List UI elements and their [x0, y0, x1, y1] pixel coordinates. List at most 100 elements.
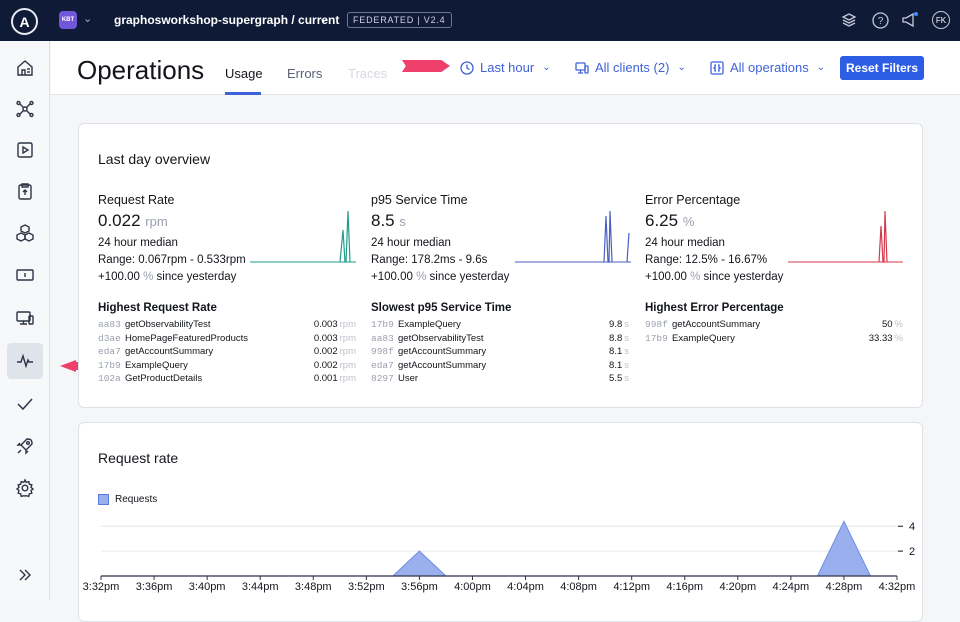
overview-card [78, 123, 923, 408]
x-tick-label: 4:04pm [507, 581, 544, 593]
metric-request-rate: Request Rate 0.022 rpm 24 hour median Ra… [98, 193, 358, 286]
metric-change-suffix: since yesterday [156, 271, 237, 283]
home-icon [17, 60, 33, 76]
check-icon [17, 398, 33, 411]
reset-filters-button[interactable]: Reset Filters [840, 56, 924, 80]
metric-change-unit: % [143, 271, 154, 283]
tab-usage[interactable]: Usage [225, 66, 263, 81]
operation-id: eda7 [371, 359, 394, 371]
cubes-icon [16, 224, 34, 242]
list-item[interactable]: 102a GetProductDetails 0.001 rpm [98, 372, 356, 386]
sidebar-item-checks[interactable] [7, 386, 43, 422]
operation-name: getAccountSummary [125, 346, 214, 357]
page-title: Operations [77, 55, 205, 85]
federation-badge: FEDERATED | V2.4 [347, 12, 452, 28]
sidebar-item-contracts[interactable] [7, 257, 43, 293]
graph-name[interactable]: graphosworkshop-supergraph / current [114, 13, 340, 27]
chart-legend[interactable]: Requests [98, 494, 157, 505]
list-item[interactable]: d3ae HomePageFeaturedProducts 0.003 rpm [98, 332, 356, 346]
chevron-down-icon: ⌄ [816, 62, 826, 73]
list-item[interactable]: eda7 getAccountSummary 0.002 rpm [98, 345, 356, 359]
operation-value: 33.33 [868, 332, 893, 344]
graph-chevron-down-icon[interactable]: ⌄ [319, 13, 329, 25]
announcements-icon[interactable] [901, 11, 919, 29]
x-tick-label: 3:52pm [348, 581, 385, 593]
operations-filter[interactable]: All operations ⌄ [710, 60, 825, 75]
operation-name: GetProductDetails [125, 373, 203, 384]
list-item[interactable]: 998f getAccountSummary 50% [645, 318, 903, 332]
clients-filter[interactable]: All clients (2) ⌄ [575, 60, 686, 75]
list-item[interactable]: 17b9 ExampleQuery 0.002 rpm [98, 359, 356, 373]
operation-name: ExampleQuery [398, 319, 461, 330]
sidebar-expand-button[interactable] [7, 557, 43, 593]
highest-error-percentage-list: Highest Error Percentage 998f getAccountS… [645, 302, 903, 345]
value-unit: % [894, 319, 903, 330]
x-tick-label: 3:40pm [189, 581, 226, 593]
value-unit: % [894, 332, 903, 344]
org-badge[interactable]: KBT [59, 11, 77, 29]
chevron-down-icon: ⌄ [542, 62, 551, 73]
operation-id: 998f [645, 319, 668, 330]
sidebar-item-home[interactable] [7, 50, 43, 86]
clipboard-icon [18, 183, 32, 200]
list-item[interactable]: 8297 User 5.5 s [371, 372, 629, 386]
sidebar-item-schema[interactable] [7, 91, 43, 127]
x-tick-label: 4:32pm [879, 581, 916, 593]
operation-name: HomePageFeaturedProducts [125, 332, 249, 344]
cube-icon[interactable] [840, 11, 858, 29]
list-item[interactable]: 998f getAccountSummary 8.1 s [371, 345, 629, 359]
metric-value: 8.5 [371, 211, 395, 230]
metric-error-percentage: Error Percentage 6.25 % 24 hour median R… [645, 193, 905, 286]
sidebar-item-subgraphs[interactable] [7, 215, 43, 251]
list-item[interactable]: 17b9 ExampleQuery 33.33% [645, 332, 903, 346]
metric-value: 6.25 [645, 211, 679, 230]
operation-value: 8.1 [609, 346, 623, 357]
sidebar-item-clients[interactable] [7, 300, 43, 336]
y-tick-label: 2 [909, 546, 915, 558]
sidebar-item-operations[interactable] [7, 343, 43, 379]
operation-name: getAccountSummary [672, 319, 761, 330]
rocket-icon [16, 438, 33, 455]
list-item[interactable]: eda7 getAccountSummary 8.1 s [371, 359, 629, 373]
sidebar-item-settings[interactable] [7, 470, 43, 506]
metric-median-label: 24 hour median [371, 237, 451, 249]
chevron-down-icon: ⌄ [677, 62, 686, 73]
org-chevron-down-icon[interactable]: ⌄ [83, 13, 93, 25]
tab-errors[interactable]: Errors [287, 66, 323, 81]
operation-id: 8297 [371, 373, 394, 384]
value-unit: s [624, 319, 629, 330]
operation-name: ExampleQuery [125, 359, 188, 371]
operation-id: aa83 [371, 332, 394, 344]
help-icon[interactable]: ? [871, 11, 889, 29]
braces-icon [710, 60, 724, 75]
value-unit: s [624, 373, 629, 384]
slowest-p95-list: Slowest p95 Service Time 17b9 ExampleQuer… [371, 302, 629, 386]
operation-id: 102a [98, 373, 121, 384]
value-unit: rpm [339, 319, 356, 330]
operation-value: 0.002 [313, 359, 338, 371]
avatar[interactable]: FK [932, 11, 950, 29]
sidebar-item-changelog[interactable] [7, 173, 43, 209]
operation-id: 17b9 [371, 319, 394, 330]
list-item[interactable]: aa83 getObservabilityTest 0.003 rpm [98, 318, 356, 332]
operation-id: aa83 [98, 319, 121, 330]
x-tick-label: 4:00pm [454, 581, 491, 593]
annotation-arrow-tail [70, 362, 80, 370]
requests-area-series[interactable] [101, 520, 897, 577]
operation-id: eda7 [98, 346, 121, 357]
value-unit: rpm [339, 332, 356, 344]
metric-median-label: 24 hour median [645, 237, 725, 249]
request-rate-title: Request rate [98, 450, 179, 466]
metric-change: +100.00 [645, 271, 687, 283]
metric-p95-service-time: p95 Service Time 8.5 s 24 hour median Ra… [371, 193, 631, 286]
list-item[interactable]: aa83 getObservabilityTest 8.8 s [371, 332, 629, 346]
metric-change-suffix: since yesterday [429, 271, 510, 283]
time-range-filter[interactable]: Last hour ⌄ [460, 60, 551, 75]
sidebar-item-explorer[interactable] [7, 132, 43, 168]
metric-unit: rpm [145, 214, 168, 229]
list-item[interactable]: 17b9 ExampleQuery 9.8 s [371, 318, 629, 332]
sidebar-item-launches[interactable] [7, 428, 43, 464]
metric-range: Range: 0.067rpm - 0.533rpm [98, 254, 246, 266]
tab-traces: Traces [348, 66, 388, 81]
apollo-logo-icon[interactable]: A [11, 8, 38, 35]
